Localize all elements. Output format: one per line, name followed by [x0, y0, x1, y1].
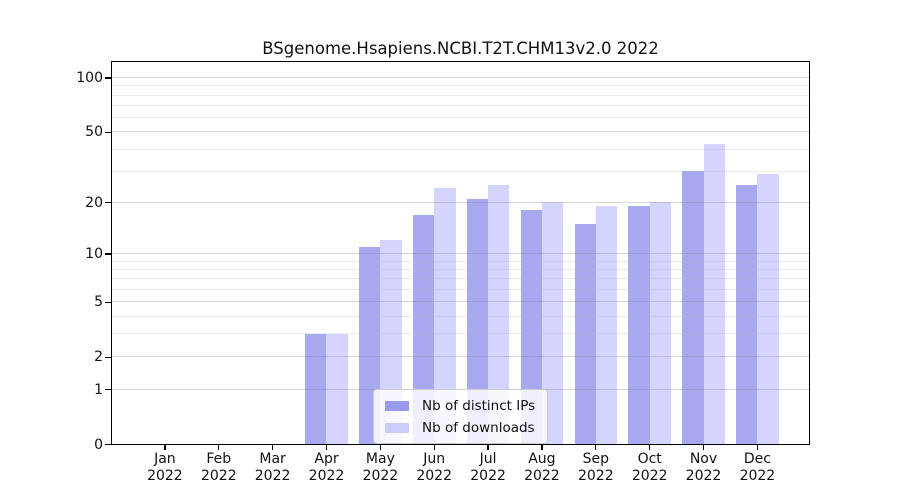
x-tick-feb	[218, 445, 220, 450]
gridline-4	[112, 315, 809, 317]
bar-nov-distinct-ips	[682, 171, 704, 444]
bar-apr-distinct-ips	[305, 333, 327, 444]
plot-area	[111, 61, 810, 445]
gridline-30	[112, 170, 809, 172]
x-tick-jun	[433, 445, 435, 450]
legend-label-downloads: Nb of downloads	[422, 419, 535, 436]
y-tick-label-100: 100	[76, 70, 103, 86]
x-tick-label-feb: Feb 2022	[200, 451, 237, 484]
x-tick-label-oct: Oct 2022	[631, 451, 668, 484]
gridline-90	[112, 85, 809, 87]
gridline-70	[112, 105, 809, 106]
x-tick-may	[379, 445, 382, 450]
gridline-10	[112, 253, 809, 255]
gridline-7	[112, 278, 809, 280]
x-tick-label-mar: Mar 2022	[254, 451, 291, 484]
bar-dec-distinct-ips	[736, 185, 758, 444]
x-tick-label-aug: Aug 2022	[524, 451, 560, 484]
y-tick-5	[105, 301, 111, 303]
gridline-80	[112, 94, 809, 96]
gridline-3	[112, 333, 809, 335]
legend-item-downloads: Nb of downloads	[385, 418, 535, 437]
gridline-6	[112, 289, 809, 290]
gridline-2	[112, 356, 809, 358]
gridline-5	[112, 301, 809, 303]
legend-label-distinct-ips: Nb of distinct IPs	[422, 397, 536, 414]
x-tick-jan	[164, 445, 166, 450]
bar-oct-downloads	[649, 202, 671, 444]
x-tick-mar	[271, 445, 274, 450]
y-tick-label-2: 2	[94, 349, 103, 366]
chart-title: BSgenome.Hsapiens.NCBI.T2T.CHM13v2.0 202…	[262, 39, 659, 58]
gridline-60	[112, 117, 809, 118]
y-tick-50	[105, 131, 111, 133]
x-tick-sep	[595, 445, 597, 450]
legend-swatch-downloads-icon	[385, 422, 409, 433]
gridline-9	[112, 260, 809, 262]
bar-jun-downloads	[434, 188, 456, 444]
x-tick-label-nov: Nov 2022	[685, 451, 722, 484]
x-tick-oct	[649, 445, 651, 450]
bar-nov-downloads	[703, 143, 725, 444]
bar-jul-distinct-ips	[466, 198, 489, 444]
bar-jul-downloads	[488, 185, 510, 444]
x-tick-dec	[756, 445, 759, 450]
y-tick-0	[105, 443, 111, 446]
legend-item-distinct-ips: Nb of distinct IPs	[385, 396, 535, 415]
y-tick-label-10: 10	[85, 246, 103, 263]
bar-sep-downloads	[595, 206, 618, 444]
gridline-50	[112, 131, 809, 133]
y-tick-label-0: 0	[94, 436, 103, 453]
x-tick-label-jul: Jul 2022	[470, 451, 506, 484]
y-tick-1	[105, 388, 111, 391]
x-tick-label-jan: Jan 2022	[147, 451, 183, 484]
legend-swatch-distinct-ips-icon	[385, 400, 409, 411]
x-tick-aug	[541, 445, 543, 450]
y-tick-100	[105, 77, 111, 79]
gridline-100	[112, 77, 809, 78]
y-tick-label-1: 1	[94, 381, 103, 398]
bar-sep-distinct-ips	[574, 223, 596, 444]
bar-jun-distinct-ips	[412, 214, 435, 444]
x-tick-label-apr: Apr 2022	[308, 451, 345, 484]
bar-aug-downloads	[541, 202, 564, 444]
y-tick-2	[105, 356, 111, 358]
y-tick-label-20: 20	[85, 194, 103, 211]
gridline-8	[112, 269, 809, 270]
y-tick-label-50: 50	[85, 124, 103, 141]
x-tick-apr	[325, 445, 328, 450]
bar-apr-downloads	[326, 333, 348, 444]
x-tick-label-jun: Jun 2022	[416, 451, 452, 484]
gridline-20	[112, 201, 809, 203]
bar-aug-distinct-ips	[520, 210, 542, 444]
x-tick-label-dec: Dec 2022	[739, 451, 776, 484]
y-tick-label-5: 5	[94, 294, 103, 311]
x-tick-label-may: May 2022	[362, 451, 399, 484]
gridline-40	[112, 148, 809, 150]
x-tick-jul	[487, 445, 489, 450]
x-tick-nov	[702, 445, 705, 450]
x-tick-label-sep: Sep 2022	[577, 451, 614, 484]
bar-oct-distinct-ips	[628, 206, 650, 444]
y-tick-20	[105, 202, 111, 204]
bar-dec-downloads	[757, 173, 779, 444]
y-tick-10	[105, 253, 111, 255]
legend: Nb of distinct IPs Nb of downloads	[373, 389, 549, 444]
